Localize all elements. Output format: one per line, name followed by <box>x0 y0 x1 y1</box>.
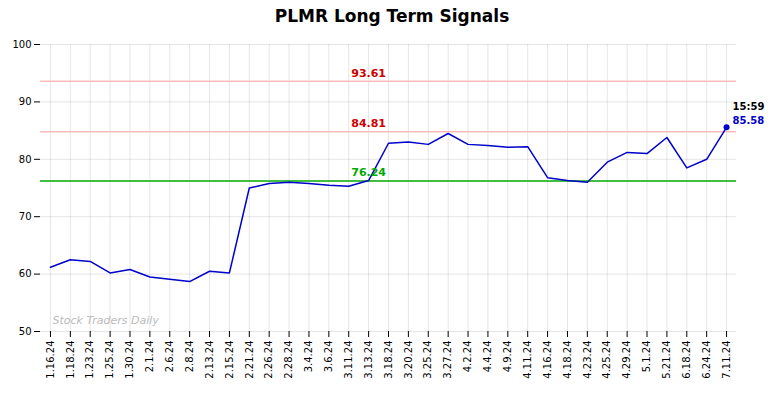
svg-text:85.58: 85.58 <box>733 115 765 126</box>
svg-text:4.11.24: 4.11.24 <box>522 341 533 379</box>
svg-text:1.25.24: 1.25.24 <box>104 341 115 379</box>
svg-text:3.6.24: 3.6.24 <box>323 341 334 373</box>
svg-text:1.30.24: 1.30.24 <box>124 341 135 379</box>
svg-text:1.16.24: 1.16.24 <box>45 341 56 379</box>
svg-text:3.27.24: 3.27.24 <box>442 341 453 379</box>
svg-text:4.25.24: 4.25.24 <box>601 341 612 379</box>
svg-text:Stock Traders Daily: Stock Traders Daily <box>53 314 160 327</box>
svg-text:4.18.24: 4.18.24 <box>562 341 573 379</box>
svg-text:7.11.24: 7.11.24 <box>721 341 732 379</box>
svg-text:100: 100 <box>12 39 31 50</box>
svg-text:2.13.24: 2.13.24 <box>204 341 215 379</box>
svg-text:70: 70 <box>19 211 32 222</box>
svg-text:4.23.24: 4.23.24 <box>582 341 593 379</box>
svg-text:50: 50 <box>19 326 32 337</box>
svg-text:3.11.24: 3.11.24 <box>343 341 354 379</box>
svg-text:6.24.24: 6.24.24 <box>701 341 712 379</box>
svg-text:15:59: 15:59 <box>733 101 765 112</box>
svg-text:5.21.24: 5.21.24 <box>661 341 672 379</box>
svg-text:76.24: 76.24 <box>351 166 386 179</box>
svg-text:4.4.24: 4.4.24 <box>482 341 493 373</box>
svg-text:2.8.24: 2.8.24 <box>184 341 195 373</box>
svg-text:4.9.24: 4.9.24 <box>502 341 513 373</box>
svg-text:1.23.24: 1.23.24 <box>84 341 95 379</box>
svg-text:2.1.24: 2.1.24 <box>144 341 155 373</box>
svg-text:4.16.24: 4.16.24 <box>542 341 553 379</box>
svg-text:5.1.24: 5.1.24 <box>641 341 652 373</box>
svg-text:2.26.24: 2.26.24 <box>263 341 274 379</box>
svg-text:2.6.24: 2.6.24 <box>164 341 175 373</box>
svg-text:2.28.24: 2.28.24 <box>283 341 294 379</box>
svg-text:6.18.24: 6.18.24 <box>681 341 692 379</box>
svg-text:3.4.24: 3.4.24 <box>303 341 314 373</box>
svg-text:84.81: 84.81 <box>351 117 386 130</box>
svg-text:3.20.24: 3.20.24 <box>403 341 414 379</box>
svg-text:4.2.24: 4.2.24 <box>462 341 473 373</box>
html-text:PLMR Long Term Signals: PLMR Long Term Signals <box>274 6 510 26</box>
svg-text:2.21.24: 2.21.24 <box>244 341 255 379</box>
svg-text:60: 60 <box>19 268 32 279</box>
svg-text:3.25.24: 3.25.24 <box>422 341 433 379</box>
svg-text:3.18.24: 3.18.24 <box>383 341 394 379</box>
svg-text:4.29.24: 4.29.24 <box>621 341 632 379</box>
svg-text:2.15.24: 2.15.24 <box>224 341 235 379</box>
svg-text:90: 90 <box>19 96 32 107</box>
svg-text:80: 80 <box>19 154 32 165</box>
svg-text:3.13.24: 3.13.24 <box>363 341 374 379</box>
svg-text:93.61: 93.61 <box>351 67 386 80</box>
svg-text:1.18.24: 1.18.24 <box>65 341 76 379</box>
